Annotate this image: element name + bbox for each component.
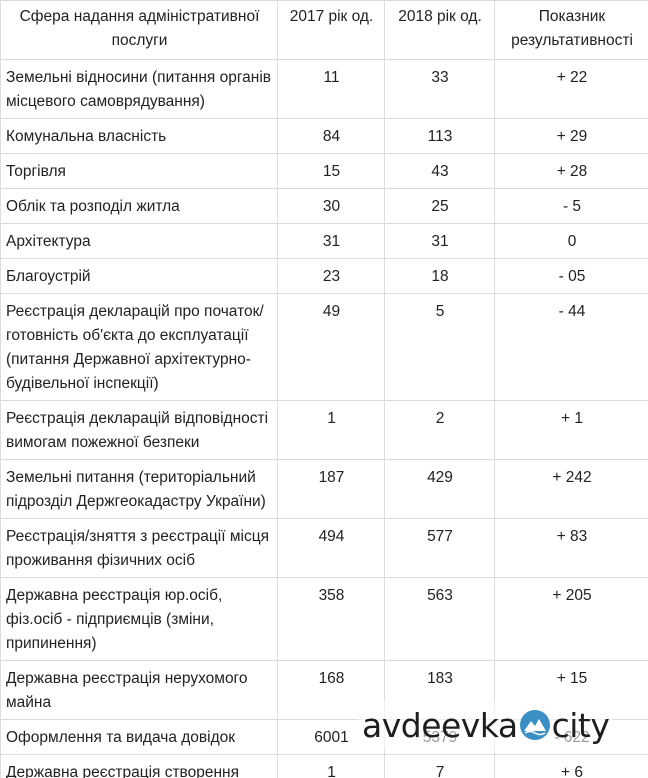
- service-name-cell: Торгівля: [0, 153, 278, 189]
- performance-cell: + 83: [494, 518, 648, 578]
- performance-cell: + 28: [494, 153, 648, 189]
- value-2017-cell: 49: [277, 293, 385, 401]
- service-name-cell: Оформлення та видача довідок: [0, 719, 278, 755]
- value-2017-cell: 23: [277, 258, 385, 294]
- table-row: Реєстрація декларацій про початок/ готов…: [0, 293, 648, 401]
- value-2017-cell: 84: [277, 118, 385, 154]
- performance-cell: + 29: [494, 118, 648, 154]
- avdeevka-city-watermark: avdeevka city: [358, 700, 614, 750]
- value-2018-cell: 429: [384, 459, 495, 519]
- value-2018-cell: 2: [384, 400, 495, 460]
- header-performance: Показник результативності: [494, 0, 648, 60]
- performance-cell: 0: [494, 223, 648, 259]
- value-2017-cell: 1: [277, 400, 385, 460]
- value-2017-cell: 30: [277, 188, 385, 224]
- service-name-cell: Архітектура: [0, 223, 278, 259]
- performance-cell: - 44: [494, 293, 648, 401]
- performance-cell: + 1: [494, 400, 648, 460]
- value-2018-cell: 563: [384, 577, 495, 661]
- table-row: Благоустрій 23 18- 05: [0, 258, 648, 294]
- value-2017-cell: 15: [277, 153, 385, 189]
- performance-cell: + 205: [494, 577, 648, 661]
- table-row: Державна реєстрація створення громадсько…: [0, 754, 648, 778]
- value-2018-cell: 33: [384, 59, 495, 119]
- table-row: Облік та розподіл житла 30 25- 5: [0, 188, 648, 224]
- table-header-row: Сфера надання адміністративної послуги 2…: [0, 0, 648, 60]
- value-2018-cell: 5: [384, 293, 495, 401]
- performance-cell: - 5: [494, 188, 648, 224]
- value-2018-cell: 18: [384, 258, 495, 294]
- service-name-cell: Реєстрація/зняття з реєстрації місця про…: [0, 518, 278, 578]
- value-2018-cell: 25: [384, 188, 495, 224]
- performance-cell: + 242: [494, 459, 648, 519]
- watermark-left-text: avdeevka: [362, 705, 518, 745]
- value-2017-cell: 31: [277, 223, 385, 259]
- mountain-badge-icon: [519, 709, 551, 741]
- performance-cell: + 6: [494, 754, 648, 778]
- value-2017-cell: 187: [277, 459, 385, 519]
- table-row: Реєстрація декларацій відповідності вимо…: [0, 400, 648, 460]
- service-name-cell: Державна реєстрація створення громадсько…: [0, 754, 278, 778]
- value-2017-cell: 1: [277, 754, 385, 778]
- performance-cell: + 22: [494, 59, 648, 119]
- service-name-cell: Благоустрій: [0, 258, 278, 294]
- service-name-cell: Державна реєстрація нерухомого майна: [0, 660, 278, 720]
- table-row: Комунальна власність 84 113 + 29: [0, 118, 648, 154]
- value-2018-cell: 43: [384, 153, 495, 189]
- value-2018-cell: 7: [384, 754, 495, 778]
- header-2018: 2018 рік од.: [384, 0, 495, 60]
- header-2017: 2017 рік од.: [277, 0, 385, 60]
- service-name-cell: Земельні відносини (питання органів місц…: [0, 59, 278, 119]
- table-row: Державна реєстрація юр.осіб, фіз.осіб - …: [0, 577, 648, 661]
- service-name-cell: Облік та розподіл житла: [0, 188, 278, 224]
- table-row: Реєстрація/зняття з реєстрації місця про…: [0, 518, 648, 578]
- table-row: Земельні відносини (питання органів місц…: [0, 59, 648, 119]
- value-2017-cell: 494: [277, 518, 385, 578]
- table-row: Земельні питання (територіальний підрозд…: [0, 459, 648, 519]
- value-2018-cell: 31: [384, 223, 495, 259]
- value-2018-cell: 113: [384, 118, 495, 154]
- table-row: Архітектура 31 31 0: [0, 223, 648, 259]
- service-name-cell: Земельні питання (територіальний підрозд…: [0, 459, 278, 519]
- value-2017-cell: 11: [277, 59, 385, 119]
- service-name-cell: Реєстрація декларацій відповідності вимо…: [0, 400, 278, 460]
- service-name-cell: Комунальна власність: [0, 118, 278, 154]
- value-2018-cell: 577: [384, 518, 495, 578]
- value-2017-cell: 358: [277, 577, 385, 661]
- watermark-right-text: city: [551, 705, 610, 745]
- service-name-cell: Реєстрація декларацій про початок/ готов…: [0, 293, 278, 401]
- header-service-area: Сфера надання адміністративної послуги: [0, 0, 278, 60]
- table-row: Торгівля 15 43 + 28: [0, 153, 648, 189]
- performance-cell: - 05: [494, 258, 648, 294]
- service-name-cell: Державна реєстрація юр.осіб, фіз.осіб - …: [0, 577, 278, 661]
